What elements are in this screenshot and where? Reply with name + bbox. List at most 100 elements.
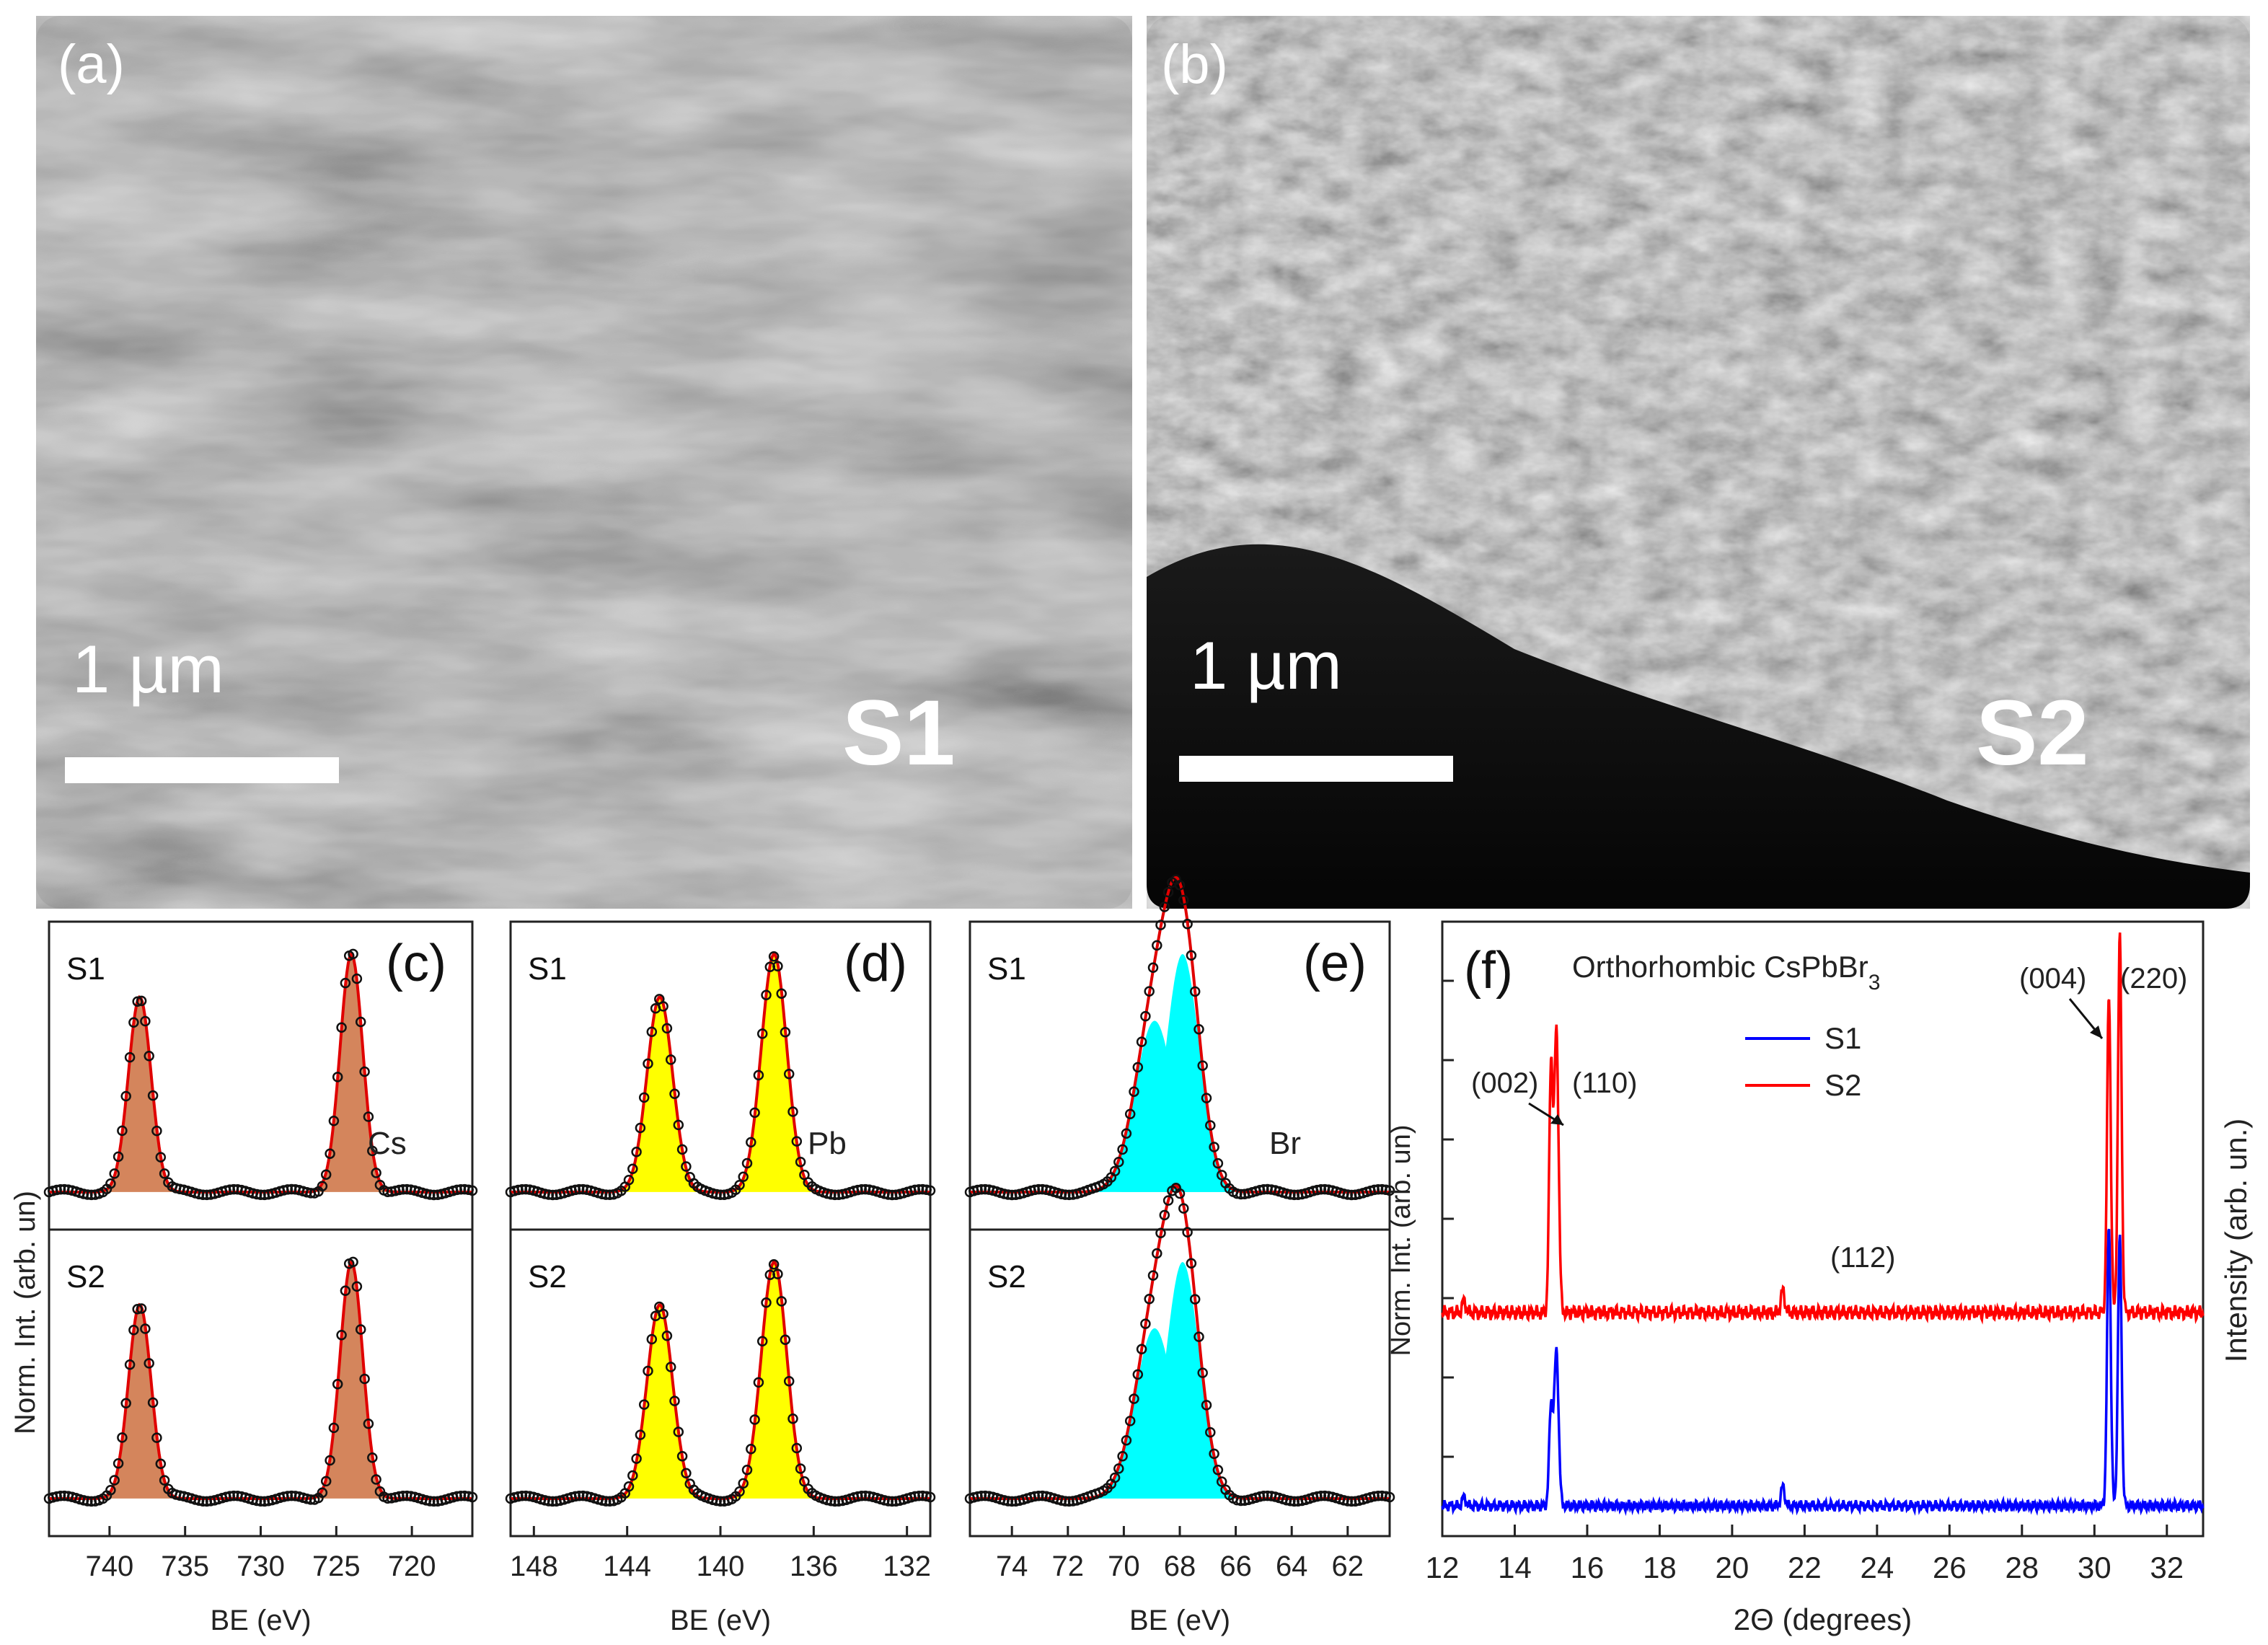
- x-tick-label: 740: [85, 1551, 133, 1582]
- xps-datapoint: [1235, 1188, 1246, 1200]
- peak-label: (110): [1572, 1067, 1637, 1099]
- xps-datapoint: [631, 1147, 642, 1157]
- xps-datapoint: [467, 1491, 478, 1503]
- xps-datapoint: [328, 1116, 340, 1126]
- element-label-d: Pb: [808, 1126, 847, 1161]
- xps-datapoint: [1205, 1120, 1216, 1131]
- xps-datapoint: [886, 1496, 898, 1507]
- scalebar-b: [1179, 756, 1453, 782]
- xps-datapoint: [976, 1490, 987, 1501]
- xps-datapoint: [51, 1491, 62, 1502]
- xps-datapoint: [738, 1171, 749, 1183]
- xps-datapoint: [1155, 1227, 1166, 1239]
- xps-datapoint: [1132, 1062, 1144, 1073]
- xps-datapoint: [109, 1168, 120, 1179]
- xps-datapoint: [1232, 1188, 1243, 1199]
- xps-datapoint: [1147, 962, 1159, 974]
- xps-datapoint: [1121, 1434, 1132, 1446]
- xps-datapoint: [734, 1179, 745, 1191]
- sem-panel-b: (b) 1 µm S2: [1147, 16, 2250, 909]
- xps-datapoint: [516, 1183, 528, 1195]
- xps-datapoint: [1369, 1184, 1380, 1196]
- xps-datapoint: [1258, 1184, 1269, 1195]
- xps-datapoint: [147, 1090, 159, 1101]
- xps-datapoint: [351, 1281, 363, 1292]
- xps-datapoint: [791, 1442, 803, 1454]
- scalebar-a: [65, 757, 339, 783]
- xps-datapoint: [741, 1157, 753, 1169]
- xps-datapoint: [1152, 940, 1162, 951]
- xps-datapoint: [826, 1496, 837, 1507]
- xps-sample-label-bottom: S2: [66, 1259, 105, 1295]
- xps-datapoint: [1113, 1156, 1124, 1168]
- xps-datapoint: [1186, 950, 1197, 961]
- x-tick-label: 140: [697, 1551, 745, 1582]
- xps-datapoint: [673, 1426, 684, 1437]
- xps-xlabel-d: BE (eV): [670, 1605, 771, 1636]
- x-tick-label: 132: [883, 1551, 931, 1582]
- xrd-panel-f: 12 14 16 18 20 22 24 26 28 30 32 2Θ (degrees) (f) Ort…: [1386, 920, 2253, 1636]
- xps-datapoint: [711, 1495, 722, 1507]
- xps-datapoint: [1258, 1491, 1269, 1501]
- xps-datapoint: [756, 1028, 768, 1039]
- xps-datapoint: [1136, 1344, 1147, 1355]
- xps-datapoint: [1372, 1490, 1384, 1501]
- xps-datapoint: [455, 1490, 467, 1501]
- x-tick-label: 26: [1933, 1551, 1967, 1584]
- xps-datapoint: [198, 1189, 208, 1200]
- xps-datapoint: [1212, 1465, 1224, 1476]
- xps-datapoint: [1209, 1142, 1219, 1152]
- xps-datapoint: [251, 1495, 262, 1507]
- xps-datapoint: [661, 1331, 673, 1341]
- xps-datapoint: [780, 1027, 791, 1038]
- xps-datapoint: [749, 1414, 760, 1425]
- xps-datapoint: [224, 1491, 236, 1501]
- xps-datapoint: [351, 973, 363, 984]
- xps-datapoint: [1144, 1294, 1155, 1305]
- x-tick-label: 14: [1498, 1551, 1532, 1584]
- xps-component-top-1: [723, 954, 826, 1192]
- xps-datapoint: [132, 1304, 143, 1315]
- xps-datapoint: [1178, 1203, 1189, 1214]
- xps-datapoint: [1189, 1294, 1201, 1305]
- x-tick-label: 144: [603, 1551, 651, 1582]
- xps-datapoint: [340, 977, 351, 989]
- xps-datapoint: [665, 1362, 676, 1372]
- xps-datapoint: [795, 1463, 806, 1474]
- xps-datapoint: [673, 1119, 684, 1131]
- xps-datapoint: [140, 1015, 151, 1027]
- xps-datapoint: [147, 1397, 159, 1408]
- xps-datapoint: [596, 1188, 608, 1199]
- xps-datapoint: [715, 1189, 726, 1201]
- xps-datapoint: [1124, 1108, 1136, 1119]
- xps-datapoint: [573, 1490, 585, 1501]
- xps-datapoint: [1029, 1491, 1041, 1502]
- x-tick-label: 64: [1276, 1551, 1308, 1582]
- xps-panel-c: S1 S2 (c) Cs 740 735 730 725 720 BE (eV): [43, 920, 478, 1636]
- xps-datapoint: [136, 1303, 147, 1314]
- xps-datapoint: [643, 1365, 653, 1377]
- xps-datapoint: [795, 1156, 806, 1168]
- xps-datapoint: [734, 1486, 745, 1497]
- x-tick-label: 730: [237, 1551, 285, 1582]
- xps-datapoint: [359, 1066, 370, 1077]
- xps-datapoint: [638, 1092, 650, 1103]
- xps-datapoint: [741, 1464, 753, 1476]
- xps-datapoint: [925, 1185, 936, 1196]
- xps-datapoint: [282, 1491, 294, 1501]
- xps-datapoint: [1197, 1060, 1208, 1071]
- xps-datapoint: [1216, 1476, 1227, 1487]
- xps-datapoint: [1140, 1318, 1151, 1329]
- x-tick-label: 22: [1788, 1551, 1822, 1584]
- panel-label-b: (b): [1161, 34, 1228, 95]
- xps-datapoint: [397, 1490, 409, 1501]
- xps-datapoint: [128, 1017, 139, 1028]
- xps-datapoint: [455, 1183, 467, 1195]
- xps-fit-bottom: [511, 1260, 930, 1500]
- xps-component-top-1: [1115, 954, 1250, 1192]
- xps-datapoint: [112, 1457, 124, 1469]
- xps-component-bottom-0: [94, 1305, 185, 1499]
- xps-datapoint: [467, 1185, 478, 1196]
- xps-datapoint: [82, 1189, 93, 1200]
- xps-component-bottom-1: [1115, 1262, 1250, 1499]
